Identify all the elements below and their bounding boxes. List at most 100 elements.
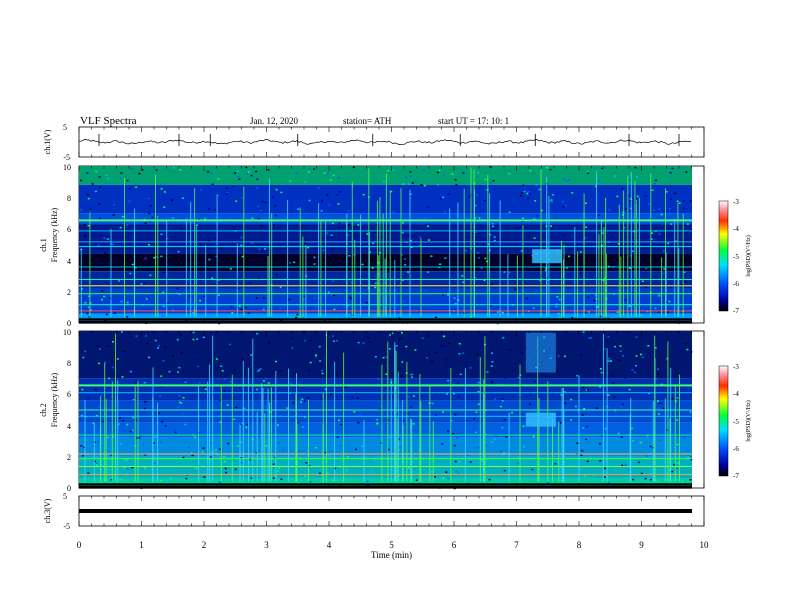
spec-speckle	[501, 397, 504, 400]
spec-sferic	[387, 341, 389, 482]
xtick-7: 7	[514, 540, 519, 550]
spec-speckle	[166, 302, 169, 305]
spec-speckle	[184, 380, 187, 383]
spec-speckle	[579, 272, 582, 274]
spec-sferic	[457, 202, 459, 317]
spec-speckle	[265, 445, 268, 447]
spec-speckle	[159, 395, 162, 397]
spec-speckle	[160, 375, 163, 377]
spec-speckle	[317, 187, 320, 189]
spec-speckle	[184, 275, 187, 278]
spec-sferic	[299, 207, 301, 317]
spec-speckle	[149, 205, 152, 207]
spec-speckle	[676, 419, 679, 421]
spec-speckle	[462, 281, 465, 283]
spec-sferic	[577, 251, 579, 317]
spec-speckle	[647, 392, 650, 395]
spec-speckle	[438, 169, 441, 172]
ch1-cbar-label: log(PSD)(V²/Hz)	[745, 235, 752, 276]
spec-sferic	[252, 338, 254, 482]
spec-speckle	[378, 477, 381, 480]
spec-speckle	[673, 463, 676, 466]
spec-speckle	[196, 224, 198, 226]
spec-speckle	[634, 166, 637, 169]
spec-speckle	[140, 340, 143, 343]
spec-speckle	[180, 352, 183, 354]
spec-speckle	[374, 286, 377, 289]
spec-sferic	[117, 380, 119, 482]
spec-speckle	[645, 195, 648, 197]
ch2-cbar-tick-5: -5	[733, 418, 739, 426]
spec-speckle	[100, 247, 103, 250]
spec-speckle	[348, 255, 351, 257]
spec-speckle	[155, 256, 158, 258]
spec-speckle	[635, 364, 637, 367]
spec-speckle	[256, 332, 259, 335]
spec-speckle	[455, 470, 458, 473]
spec-sferic	[623, 190, 625, 317]
spec-speckle	[385, 373, 388, 375]
spec-speckle	[214, 209, 217, 211]
ch1-ytick-top: 5	[63, 123, 67, 132]
spec-speckle	[273, 369, 276, 371]
spec-speckle	[649, 445, 652, 448]
spec-speckle	[624, 464, 627, 466]
spec-sferic	[652, 400, 654, 482]
spec-speckle	[188, 295, 191, 297]
spec-speckle	[366, 480, 369, 483]
spec-speckle	[132, 305, 135, 307]
spec-speckle	[279, 286, 282, 289]
spec-speckle	[216, 268, 219, 270]
spec-sferic	[105, 398, 107, 482]
spec-speckle	[218, 294, 220, 296]
spec-speckle	[302, 298, 305, 301]
spec-speckle	[138, 437, 141, 439]
spec-speckle	[650, 482, 653, 484]
spec-speckle	[234, 172, 236, 174]
spec-speckle	[297, 482, 300, 484]
spec-speckle	[407, 234, 410, 236]
spec-speckle	[248, 424, 251, 426]
spec-sferic	[354, 240, 356, 317]
spec-speckle	[689, 479, 692, 481]
spec-sferic	[483, 393, 484, 482]
spec-speckle	[241, 197, 244, 199]
spec-speckle	[376, 422, 379, 424]
spec-speckle	[620, 436, 623, 438]
spec-speckle	[654, 307, 657, 310]
spec-sferic	[620, 256, 622, 317]
spec-speckle	[455, 184, 458, 186]
spec-speckle	[562, 201, 564, 203]
spec-speckle	[675, 240, 678, 243]
ch1-ylabel-frequency: Frequency (kHz)	[50, 207, 59, 262]
spec-sferic	[664, 398, 666, 482]
spec-speckle	[660, 213, 663, 216]
spec-speckle	[648, 408, 651, 410]
spec-speckle	[414, 180, 417, 183]
spec-speckle	[495, 258, 498, 260]
spec-speckle	[501, 426, 504, 429]
spec-speckle	[586, 172, 589, 174]
spec-speckle	[128, 200, 131, 202]
spec-speckle	[143, 401, 146, 403]
spec-speckle	[491, 382, 493, 384]
spec-sferic	[368, 168, 370, 317]
spec-speckle	[421, 337, 424, 339]
spec-speckle	[454, 302, 457, 305]
spec-speckle	[209, 456, 212, 458]
spec-speckle	[450, 420, 453, 422]
spec-speckle	[454, 179, 457, 181]
spec-speckle	[303, 295, 306, 298]
spec-speckle	[89, 210, 92, 212]
spec-speckle	[336, 436, 339, 438]
spec-speckle	[135, 381, 138, 383]
spec-speckle	[523, 190, 526, 193]
spec-speckle	[335, 340, 338, 342]
spec-speckle	[371, 267, 374, 269]
spec-speckle	[216, 453, 219, 456]
spec-speckle	[442, 294, 445, 296]
spec-speckle	[582, 427, 585, 429]
spec-speckle	[677, 457, 680, 459]
spec-speckle	[272, 463, 275, 465]
spec-speckle	[564, 402, 567, 405]
